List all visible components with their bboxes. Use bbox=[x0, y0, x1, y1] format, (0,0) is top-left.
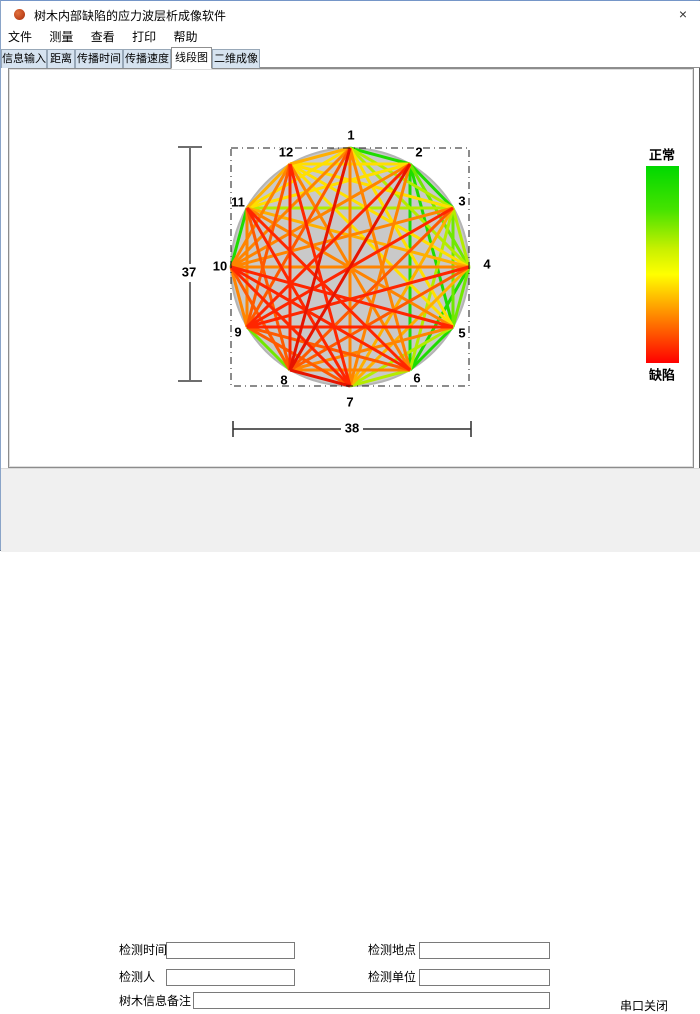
detect-place-input[interactable] bbox=[419, 942, 550, 959]
menu-view[interactable]: 查看 bbox=[90, 30, 115, 44]
tab-wave-speed[interactable]: 传播速度 bbox=[123, 49, 171, 68]
serial-port-status: 串口关闭 bbox=[620, 999, 669, 1013]
close-icon[interactable]: × bbox=[678, 6, 688, 22]
label-tree-remarks: 树木信息备注 bbox=[119, 994, 192, 1008]
menu-measure[interactable]: 测量 bbox=[49, 30, 74, 44]
detect-person-input[interactable] bbox=[166, 969, 295, 986]
menu-file[interactable]: 文件 bbox=[8, 30, 33, 44]
tree-remarks-input[interactable] bbox=[193, 992, 550, 1009]
title-bar: 树木内部缺陷的应力波层析成像软件 × bbox=[1, 1, 700, 28]
label-detect-person: 检测人 bbox=[119, 970, 156, 984]
tab-travel-time[interactable]: 传播时间 bbox=[75, 49, 123, 68]
detect-time-input[interactable] bbox=[166, 942, 295, 959]
tomography-canvas bbox=[8, 68, 694, 468]
tab-strip: 信息输入 距离 传播时间 传播速度 线段图 二维成像 bbox=[1, 47, 700, 69]
menu-print[interactable]: 打印 bbox=[132, 30, 157, 44]
menu-help[interactable]: 帮助 bbox=[173, 30, 198, 44]
label-detect-place: 检测地点 bbox=[368, 943, 417, 957]
label-detect-unit: 检测单位 bbox=[368, 970, 417, 984]
tab-distance[interactable]: 距离 bbox=[47, 49, 75, 68]
tab-2d-imaging[interactable]: 二维成像 bbox=[212, 49, 260, 68]
tab-info-input[interactable]: 信息输入 bbox=[1, 49, 47, 68]
tab-line-graph[interactable]: 线段图 bbox=[171, 47, 212, 69]
app-icon bbox=[14, 9, 25, 20]
label-detect-time: 检测时间 bbox=[119, 943, 168, 957]
menu-bar: 文件 测量 查看 打印 帮助 bbox=[1, 28, 700, 47]
detection-info-panel: 检测时间 检测地点 检测人 检测单位 树木信息备注 串口关闭 bbox=[1, 468, 700, 1013]
detect-unit-input[interactable] bbox=[419, 969, 550, 986]
window-title: 树木内部缺陷的应力波层析成像软件 bbox=[34, 9, 227, 23]
